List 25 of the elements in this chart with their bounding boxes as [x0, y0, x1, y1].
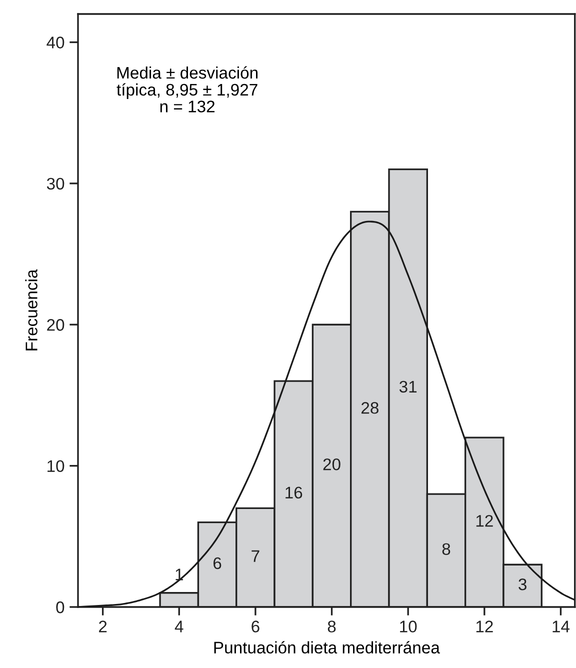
data-label: 8 — [442, 543, 450, 555]
data-label: 7 — [252, 550, 260, 562]
data-label: 12 — [476, 514, 493, 527]
x-tick-label: 12 — [476, 620, 493, 632]
data-label: 3 — [518, 578, 526, 590]
x-tick-label: 10 — [400, 620, 417, 632]
data-label: 16 — [286, 486, 302, 499]
data-label: 31 — [399, 380, 417, 393]
y-tick-label: 30 — [46, 178, 64, 190]
y-tick-label: 20 — [47, 319, 64, 331]
y-tick-label: 40 — [46, 36, 64, 48]
y-tick-label: 0 — [56, 601, 64, 614]
x-tick-label: 14 — [552, 620, 570, 632]
y-tick-label: 10 — [48, 460, 64, 472]
data-label: 6 — [214, 557, 222, 570]
x-tick-label: 8 — [328, 620, 336, 632]
data-label: 20 — [323, 458, 340, 470]
x-tick-label: 4 — [174, 620, 184, 632]
annotation: Media ± desviación típica, 8,95 ± 1,927 n = 132 — [116, 66, 258, 112]
x-axis-title: Puntuación dieta mediterránea — [214, 641, 440, 654]
y-axis-title: Frecuencia — [25, 269, 38, 350]
x-tick-label: 2 — [99, 620, 107, 632]
data-label: 1 — [176, 568, 183, 580]
data-label: 28 — [361, 402, 378, 414]
x-tick-label: 6 — [252, 620, 260, 632]
